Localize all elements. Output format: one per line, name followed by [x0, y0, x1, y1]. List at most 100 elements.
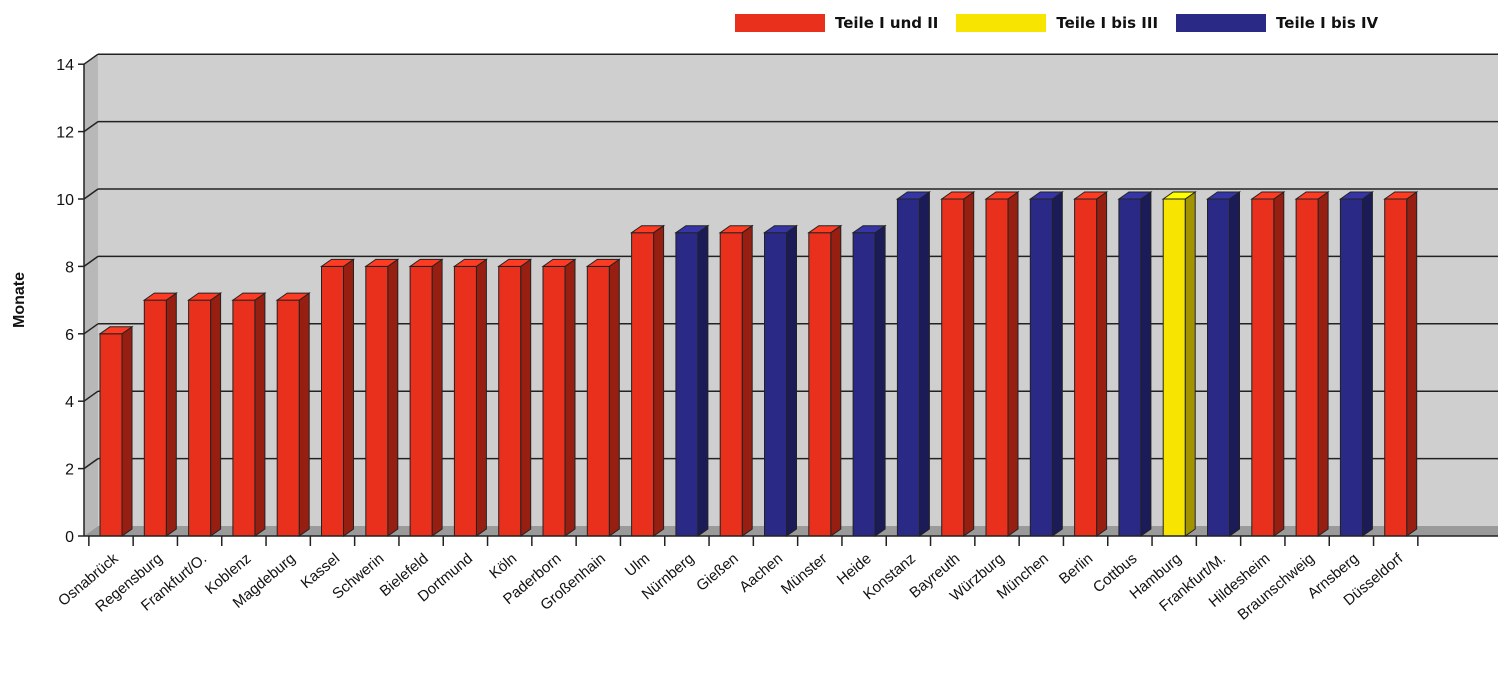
bar-side	[165, 292, 177, 537]
bar-top	[1205, 191, 1242, 200]
bar-front	[586, 265, 610, 537]
bar-front	[143, 299, 167, 537]
bar-side	[608, 258, 620, 537]
bar-side	[1140, 191, 1152, 537]
bar-top	[231, 292, 267, 301]
bar-front	[985, 198, 1009, 537]
bar-side	[697, 224, 709, 537]
bar-top	[1338, 191, 1374, 200]
bar-top	[1028, 191, 1064, 200]
gridline-side	[83, 188, 99, 200]
y-tick-label: 14	[56, 57, 74, 74]
bar	[1161, 191, 1197, 537]
bar-front	[1384, 198, 1408, 537]
x-category-label: Köln	[486, 550, 520, 582]
bar-top	[1383, 191, 1419, 200]
bar-front	[1118, 198, 1142, 537]
gridline-side	[83, 120, 99, 133]
bar-top	[940, 191, 976, 200]
bar-top	[895, 191, 931, 200]
bar	[187, 292, 223, 537]
x-category-label: Aachen	[736, 550, 786, 596]
legend: Teile I und II Teile I bis III Teile I b…	[735, 10, 1396, 36]
bar-front	[321, 265, 344, 537]
bar	[408, 258, 444, 537]
bar-front	[1029, 198, 1053, 537]
bar	[984, 191, 1020, 537]
bar-front	[542, 265, 566, 537]
bar-front	[941, 198, 965, 537]
bar	[895, 191, 931, 537]
bar-side	[653, 224, 665, 537]
bar-side	[963, 191, 975, 537]
bar-front	[232, 299, 256, 537]
bar-top	[630, 225, 666, 234]
bar-front	[675, 232, 699, 537]
bar	[1383, 191, 1419, 537]
bar-side	[830, 224, 842, 537]
bar	[940, 191, 976, 537]
bar-top	[1117, 191, 1153, 200]
bar-top	[98, 326, 134, 335]
bar	[630, 224, 666, 537]
gridline-side	[83, 255, 99, 268]
legend-label-teile-i-bis-iv: Teile I bis IV	[1276, 14, 1379, 32]
side-wall	[84, 54, 98, 536]
legend-label-teile-i-bis-iii: Teile I bis III	[1056, 14, 1159, 32]
x-category-label: Gießen	[693, 550, 742, 595]
x-category-label: Braunschweig	[1235, 550, 1318, 624]
bar-side	[475, 258, 487, 537]
bar-front	[631, 232, 655, 537]
bar-top	[364, 258, 400, 267]
bar-front	[188, 299, 212, 537]
bar-side	[786, 224, 797, 537]
bar	[541, 258, 577, 537]
bar-side	[520, 258, 532, 537]
y-axis: 0 2 4 6 8 10 12 14	[56, 57, 85, 546]
bar-side	[343, 258, 354, 537]
bar-front	[365, 265, 389, 537]
bar	[1205, 191, 1242, 537]
bar-side	[387, 258, 399, 537]
bar-side	[1051, 191, 1063, 537]
bar-front	[808, 232, 832, 537]
gridline-side	[83, 323, 99, 335]
legend-item-teile-i-bis-iii: Teile I bis III	[956, 14, 1158, 32]
bar-front	[1207, 198, 1230, 537]
bar-front	[1251, 198, 1275, 537]
bar-top	[674, 225, 710, 234]
bar-top	[807, 225, 843, 234]
bar-front	[276, 299, 300, 537]
bar	[452, 258, 488, 537]
bar-side	[1317, 191, 1329, 537]
bar	[319, 258, 356, 537]
bar-side	[210, 292, 222, 537]
bar	[807, 224, 843, 537]
bar-side	[1007, 191, 1019, 537]
bar-front	[896, 198, 920, 537]
bar-side	[1184, 191, 1196, 537]
bar-front	[1162, 198, 1186, 537]
y-tick-label: 2	[65, 462, 74, 479]
y-tick-label: 10	[56, 192, 74, 209]
bar-side	[1273, 191, 1285, 537]
bar	[231, 292, 267, 537]
bar-top	[984, 191, 1020, 200]
x-axis: OsnabrückRegensburgFrankfurt/O.KoblenzMa…	[55, 535, 1498, 624]
bar	[762, 224, 799, 537]
x-category-label: Ulm	[622, 550, 653, 580]
bar-side	[564, 258, 576, 537]
legend-swatch-blue	[1176, 14, 1267, 32]
bar-front	[498, 265, 522, 537]
legend-swatch-yellow	[956, 14, 1047, 32]
gridline-side	[83, 457, 99, 470]
bar-top	[1073, 191, 1109, 200]
bar-front	[1074, 198, 1098, 537]
bar-top	[718, 225, 754, 234]
y-axis-label: Monate	[11, 272, 28, 328]
gridline-side	[83, 390, 99, 402]
bar-top	[142, 292, 178, 301]
bar-top	[541, 258, 577, 267]
bar-side	[254, 292, 266, 537]
